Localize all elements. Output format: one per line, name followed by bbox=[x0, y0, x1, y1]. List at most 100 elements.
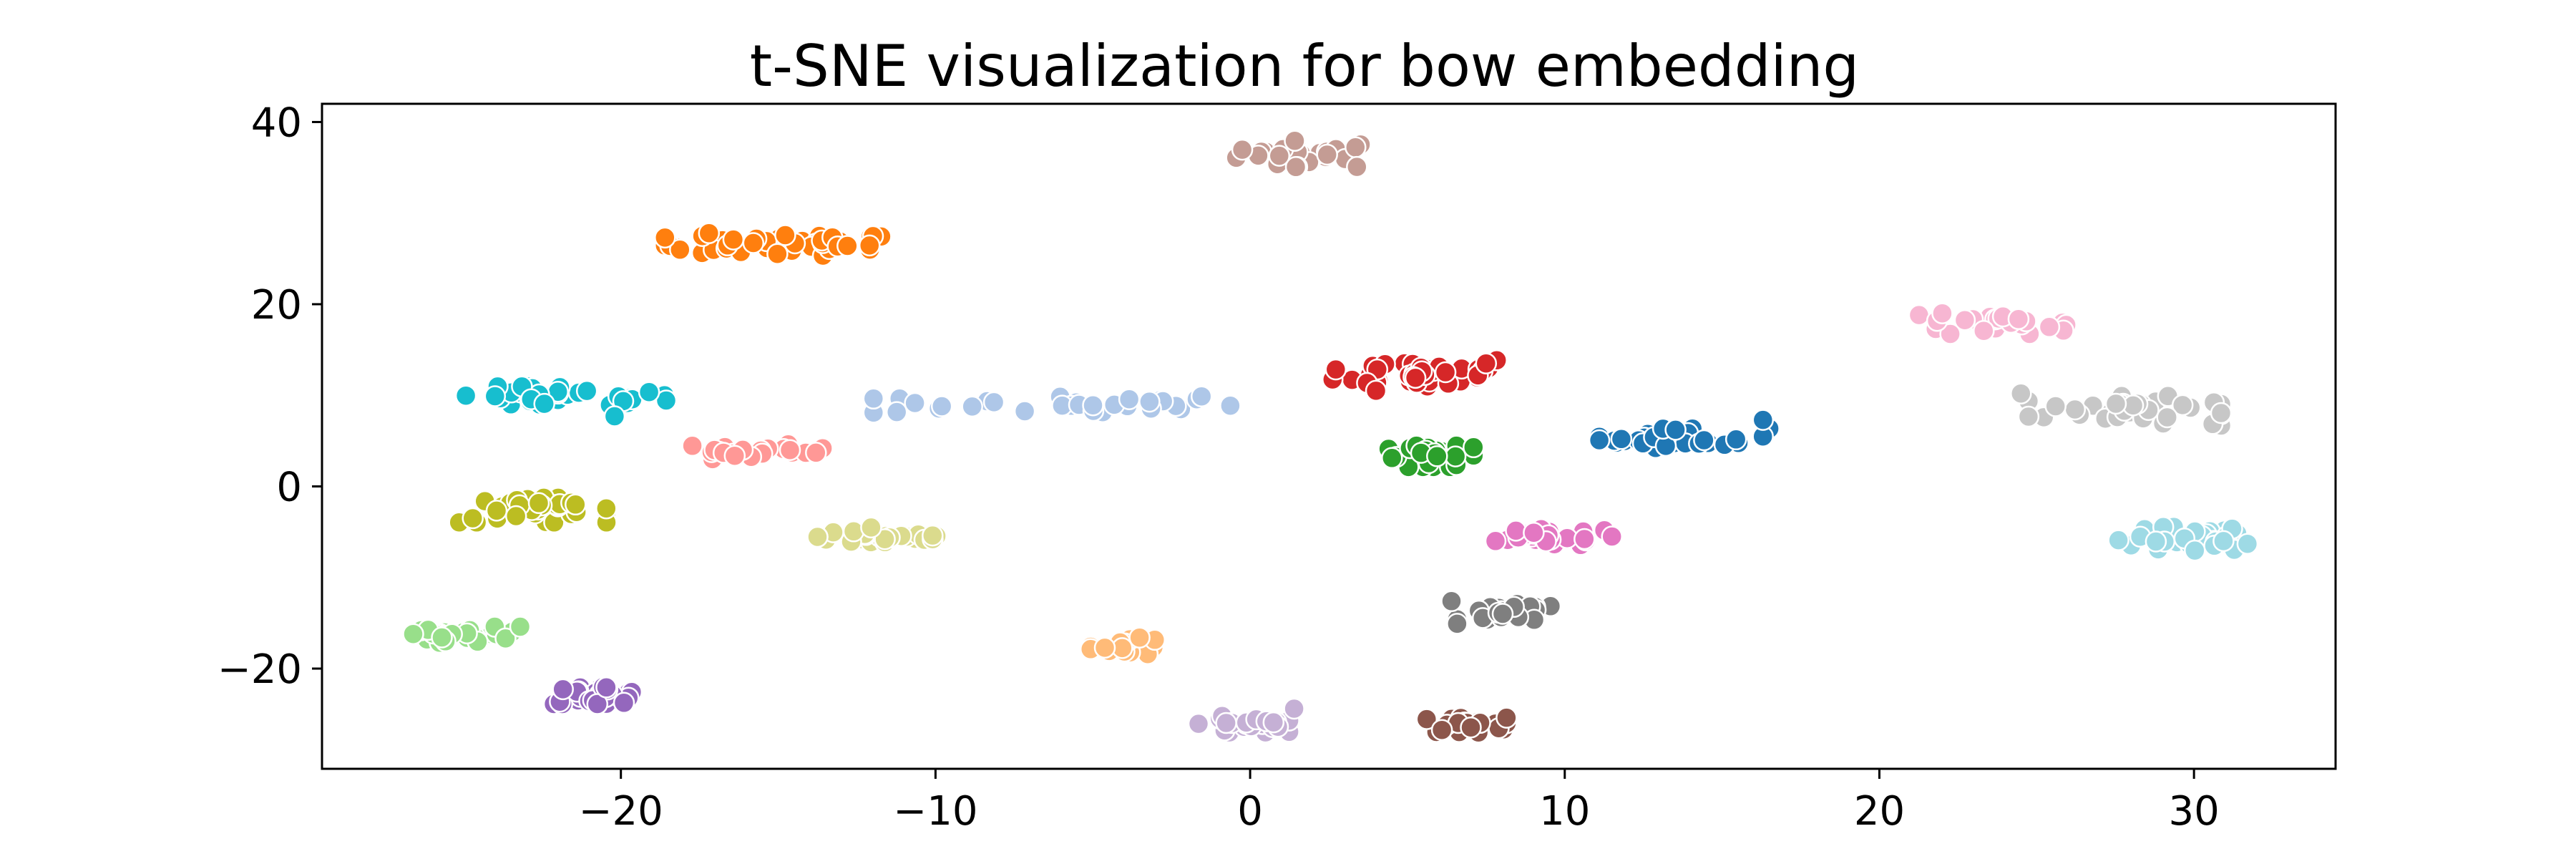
scatter-point bbox=[2212, 530, 2235, 553]
scatter-point bbox=[595, 676, 618, 699]
scatter-point bbox=[982, 391, 1005, 414]
scatter-point bbox=[858, 234, 881, 257]
scatter-point bbox=[1284, 156, 1307, 178]
scatter-point bbox=[638, 381, 660, 403]
scatter-point bbox=[874, 528, 896, 550]
scatter-point bbox=[681, 435, 703, 457]
scatter-point bbox=[2171, 394, 2194, 417]
scatter-point bbox=[1460, 716, 1482, 739]
scatter-point bbox=[860, 516, 882, 539]
scatter-point bbox=[533, 392, 555, 415]
scatter-point bbox=[904, 392, 926, 414]
scatter-point bbox=[485, 500, 508, 522]
scatter-point bbox=[1953, 309, 1976, 331]
scatter-point bbox=[1574, 528, 1596, 550]
scatter-point bbox=[1316, 143, 1338, 166]
scatter-point bbox=[575, 379, 598, 402]
scatter-point bbox=[494, 627, 517, 650]
scatter-point bbox=[1664, 419, 1687, 441]
scatter-point bbox=[1475, 352, 1498, 374]
scatter-point bbox=[1128, 626, 1151, 649]
scatter-point bbox=[552, 678, 574, 701]
scatter-point bbox=[2007, 308, 2030, 330]
x-tick-label: 30 bbox=[2169, 788, 2220, 835]
scatter-point bbox=[1505, 520, 1527, 542]
scatter-point bbox=[1908, 304, 1931, 326]
scatter-point bbox=[462, 507, 484, 530]
scatter-point bbox=[655, 389, 678, 412]
scatter-point bbox=[1381, 447, 1403, 470]
scatter-point bbox=[1434, 361, 1457, 384]
scatter-point bbox=[1724, 428, 1747, 451]
scatter-point bbox=[2104, 392, 2127, 415]
scatter-point bbox=[1939, 323, 1961, 345]
scatter-point bbox=[1404, 367, 1427, 389]
scatter-point bbox=[1610, 428, 1633, 450]
scatter-point bbox=[1138, 390, 1161, 413]
scatter-point bbox=[1491, 603, 1514, 625]
scatter-point bbox=[1601, 525, 1623, 548]
scatter-point bbox=[836, 235, 859, 257]
scatter-point bbox=[1463, 436, 1485, 459]
scatter-point bbox=[1284, 130, 1306, 152]
scatter-point bbox=[1346, 155, 1368, 178]
scatter-point bbox=[961, 395, 983, 418]
scatter-point bbox=[1262, 711, 1285, 734]
scatter-point bbox=[1430, 719, 1453, 741]
scatter-point bbox=[1187, 712, 1210, 735]
scatter-point bbox=[2044, 395, 2067, 417]
scatter-point bbox=[1973, 319, 1995, 342]
scatter-point bbox=[722, 228, 745, 251]
scatter-point bbox=[885, 401, 908, 423]
scatter-point bbox=[484, 385, 507, 407]
scatter-point bbox=[805, 442, 827, 464]
scatter-point bbox=[1268, 145, 1291, 167]
points-layer bbox=[402, 130, 2259, 744]
x-tick-label: 10 bbox=[1539, 788, 1590, 835]
scatter-point bbox=[613, 691, 635, 714]
scatter-point bbox=[454, 384, 477, 407]
scatter-point bbox=[595, 497, 618, 520]
scatter-point bbox=[1190, 385, 1213, 407]
scatter-point bbox=[1082, 394, 1104, 417]
scatter-point bbox=[1118, 388, 1141, 410]
scatter-point bbox=[742, 232, 765, 254]
scatter-point bbox=[1013, 400, 1036, 422]
scatter-point bbox=[2017, 405, 2040, 428]
scatter-point bbox=[723, 445, 746, 467]
y-tick-label: −20 bbox=[218, 646, 302, 693]
scatter-point bbox=[2038, 316, 2061, 339]
scatter-point bbox=[766, 243, 789, 265]
y-tick-label: 20 bbox=[251, 282, 302, 329]
scatter-point bbox=[1283, 697, 1305, 720]
x-tick-label: 0 bbox=[1237, 788, 1263, 835]
scatter-point bbox=[774, 224, 796, 246]
scatter-point bbox=[1523, 521, 1545, 544]
scatter-point bbox=[1215, 712, 1237, 734]
scatter-point bbox=[1496, 707, 1518, 729]
scatter-point bbox=[1588, 429, 1611, 452]
scatter-point bbox=[2107, 529, 2129, 551]
scatter-point bbox=[1415, 708, 1438, 730]
x-tick-label: 20 bbox=[1854, 788, 1905, 835]
scatter-point bbox=[2156, 406, 2178, 429]
scatter-point bbox=[698, 222, 721, 244]
scatter-point bbox=[527, 492, 550, 515]
scatter-point bbox=[509, 616, 532, 638]
scatter-point bbox=[1093, 636, 1116, 659]
scatter-point bbox=[2184, 539, 2206, 562]
scatter-point bbox=[922, 524, 944, 547]
scatter-point bbox=[1345, 136, 1367, 159]
scatter-point bbox=[2064, 398, 2087, 421]
scatter-point bbox=[603, 405, 626, 427]
scatter-point bbox=[862, 387, 885, 410]
scatter-point bbox=[1446, 613, 1468, 635]
chart-title: t-SNE visualization for bow embedding bbox=[750, 33, 1859, 100]
scatter-point bbox=[504, 505, 527, 528]
scatter-point bbox=[1231, 138, 1254, 161]
scatter-point bbox=[1931, 302, 1953, 324]
x-tick-label: −10 bbox=[893, 788, 977, 835]
scatter-point bbox=[1365, 379, 1387, 402]
scatter-point bbox=[1693, 429, 1715, 452]
